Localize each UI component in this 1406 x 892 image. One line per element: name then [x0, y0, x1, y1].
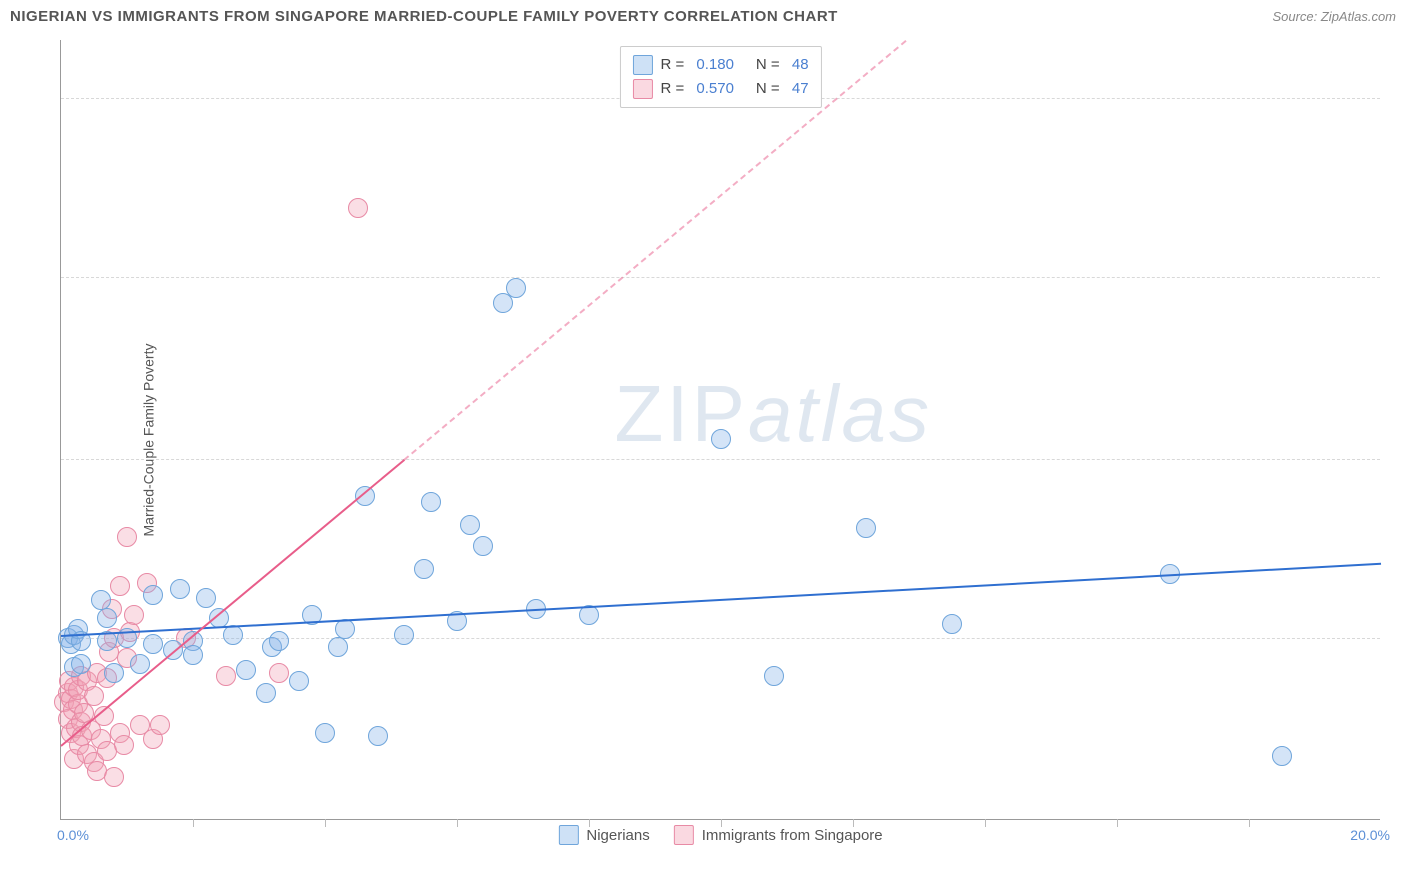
watermark: ZIPatlas — [615, 368, 932, 460]
data-point — [104, 663, 124, 683]
data-point — [143, 634, 163, 654]
chart-source: Source: ZipAtlas.com — [1272, 9, 1396, 24]
x-minor-tick — [193, 819, 194, 827]
data-point — [506, 278, 526, 298]
x-minor-tick — [1117, 819, 1118, 827]
data-point — [97, 608, 117, 628]
watermark-atlas: atlas — [748, 369, 932, 458]
data-point — [196, 588, 216, 608]
r-label: R = — [660, 77, 688, 101]
legend-item-blue: Nigerians — [558, 825, 649, 845]
trendline — [61, 563, 1381, 637]
x-minor-tick — [457, 819, 458, 827]
legend-row-pink: R = 0.570 N = 47 — [632, 77, 808, 101]
series-legend: Nigerians Immigrants from Singapore — [558, 825, 882, 845]
x-minor-tick — [589, 819, 590, 827]
swatch-pink-icon — [674, 825, 694, 845]
data-point — [460, 515, 480, 535]
x-minor-tick — [1249, 819, 1250, 827]
data-point — [216, 666, 236, 686]
data-point — [335, 619, 355, 639]
data-point — [328, 637, 348, 657]
data-point — [236, 660, 256, 680]
data-point — [394, 625, 414, 645]
r-value-blue: 0.180 — [696, 53, 734, 77]
data-point — [130, 654, 150, 674]
chart-header: NIGERIAN VS IMMIGRANTS FROM SINGAPORE MA… — [10, 8, 1396, 25]
x-tick-max: 20.0% — [1350, 827, 1390, 843]
data-point — [269, 663, 289, 683]
chart-container: Married-Couple Family Poverty ZIPatlas R… — [50, 40, 1390, 840]
n-label: N = — [756, 53, 784, 77]
data-point — [1272, 746, 1292, 766]
y-tick-label: 18.8% — [1390, 269, 1406, 285]
data-point — [856, 518, 876, 538]
data-point — [368, 726, 388, 746]
data-point — [711, 429, 731, 449]
data-point — [223, 625, 243, 645]
data-point — [71, 654, 91, 674]
data-point — [473, 536, 493, 556]
data-point — [110, 576, 130, 596]
data-point — [942, 614, 962, 634]
data-point — [84, 686, 104, 706]
data-point — [114, 735, 134, 755]
x-tick-min: 0.0% — [57, 827, 89, 843]
legend-item-pink: Immigrants from Singapore — [674, 825, 883, 845]
swatch-pink — [632, 79, 652, 99]
data-point — [104, 767, 124, 787]
x-minor-tick — [985, 819, 986, 827]
data-point — [348, 198, 368, 218]
n-label: N = — [756, 77, 784, 101]
swatch-blue — [632, 55, 652, 75]
data-point — [414, 559, 434, 579]
gridline-h — [61, 277, 1380, 278]
data-point — [143, 585, 163, 605]
legend-row-blue: R = 0.180 N = 48 — [632, 53, 808, 77]
x-minor-tick — [325, 819, 326, 827]
data-point — [150, 715, 170, 735]
legend-label-pink: Immigrants from Singapore — [702, 827, 883, 844]
data-point — [315, 723, 335, 743]
r-value-pink: 0.570 — [696, 77, 734, 101]
legend-label-blue: Nigerians — [586, 827, 649, 844]
chart-title: NIGERIAN VS IMMIGRANTS FROM SINGAPORE MA… — [10, 8, 838, 25]
data-point — [256, 683, 276, 703]
n-value-pink: 47 — [792, 77, 809, 101]
n-value-blue: 48 — [792, 53, 809, 77]
y-tick-label: 25.0% — [1390, 90, 1406, 106]
data-point — [170, 579, 190, 599]
data-point — [117, 527, 137, 547]
y-tick-label: 6.3% — [1390, 630, 1406, 646]
correlation-legend: R = 0.180 N = 48 R = 0.570 N = 47 — [619, 46, 821, 108]
swatch-blue-icon — [558, 825, 578, 845]
gridline-h — [61, 638, 1380, 639]
data-point — [269, 631, 289, 651]
gridline-h — [61, 459, 1380, 460]
data-point — [124, 605, 144, 625]
x-minor-tick — [853, 819, 854, 827]
r-label: R = — [660, 53, 688, 77]
data-point — [289, 671, 309, 691]
data-point — [764, 666, 784, 686]
y-tick-label: 12.5% — [1390, 451, 1406, 467]
plot-area: ZIPatlas R = 0.180 N = 48 R = 0.570 N = … — [60, 40, 1380, 820]
data-point — [421, 492, 441, 512]
data-point — [183, 645, 203, 665]
x-minor-tick — [721, 819, 722, 827]
